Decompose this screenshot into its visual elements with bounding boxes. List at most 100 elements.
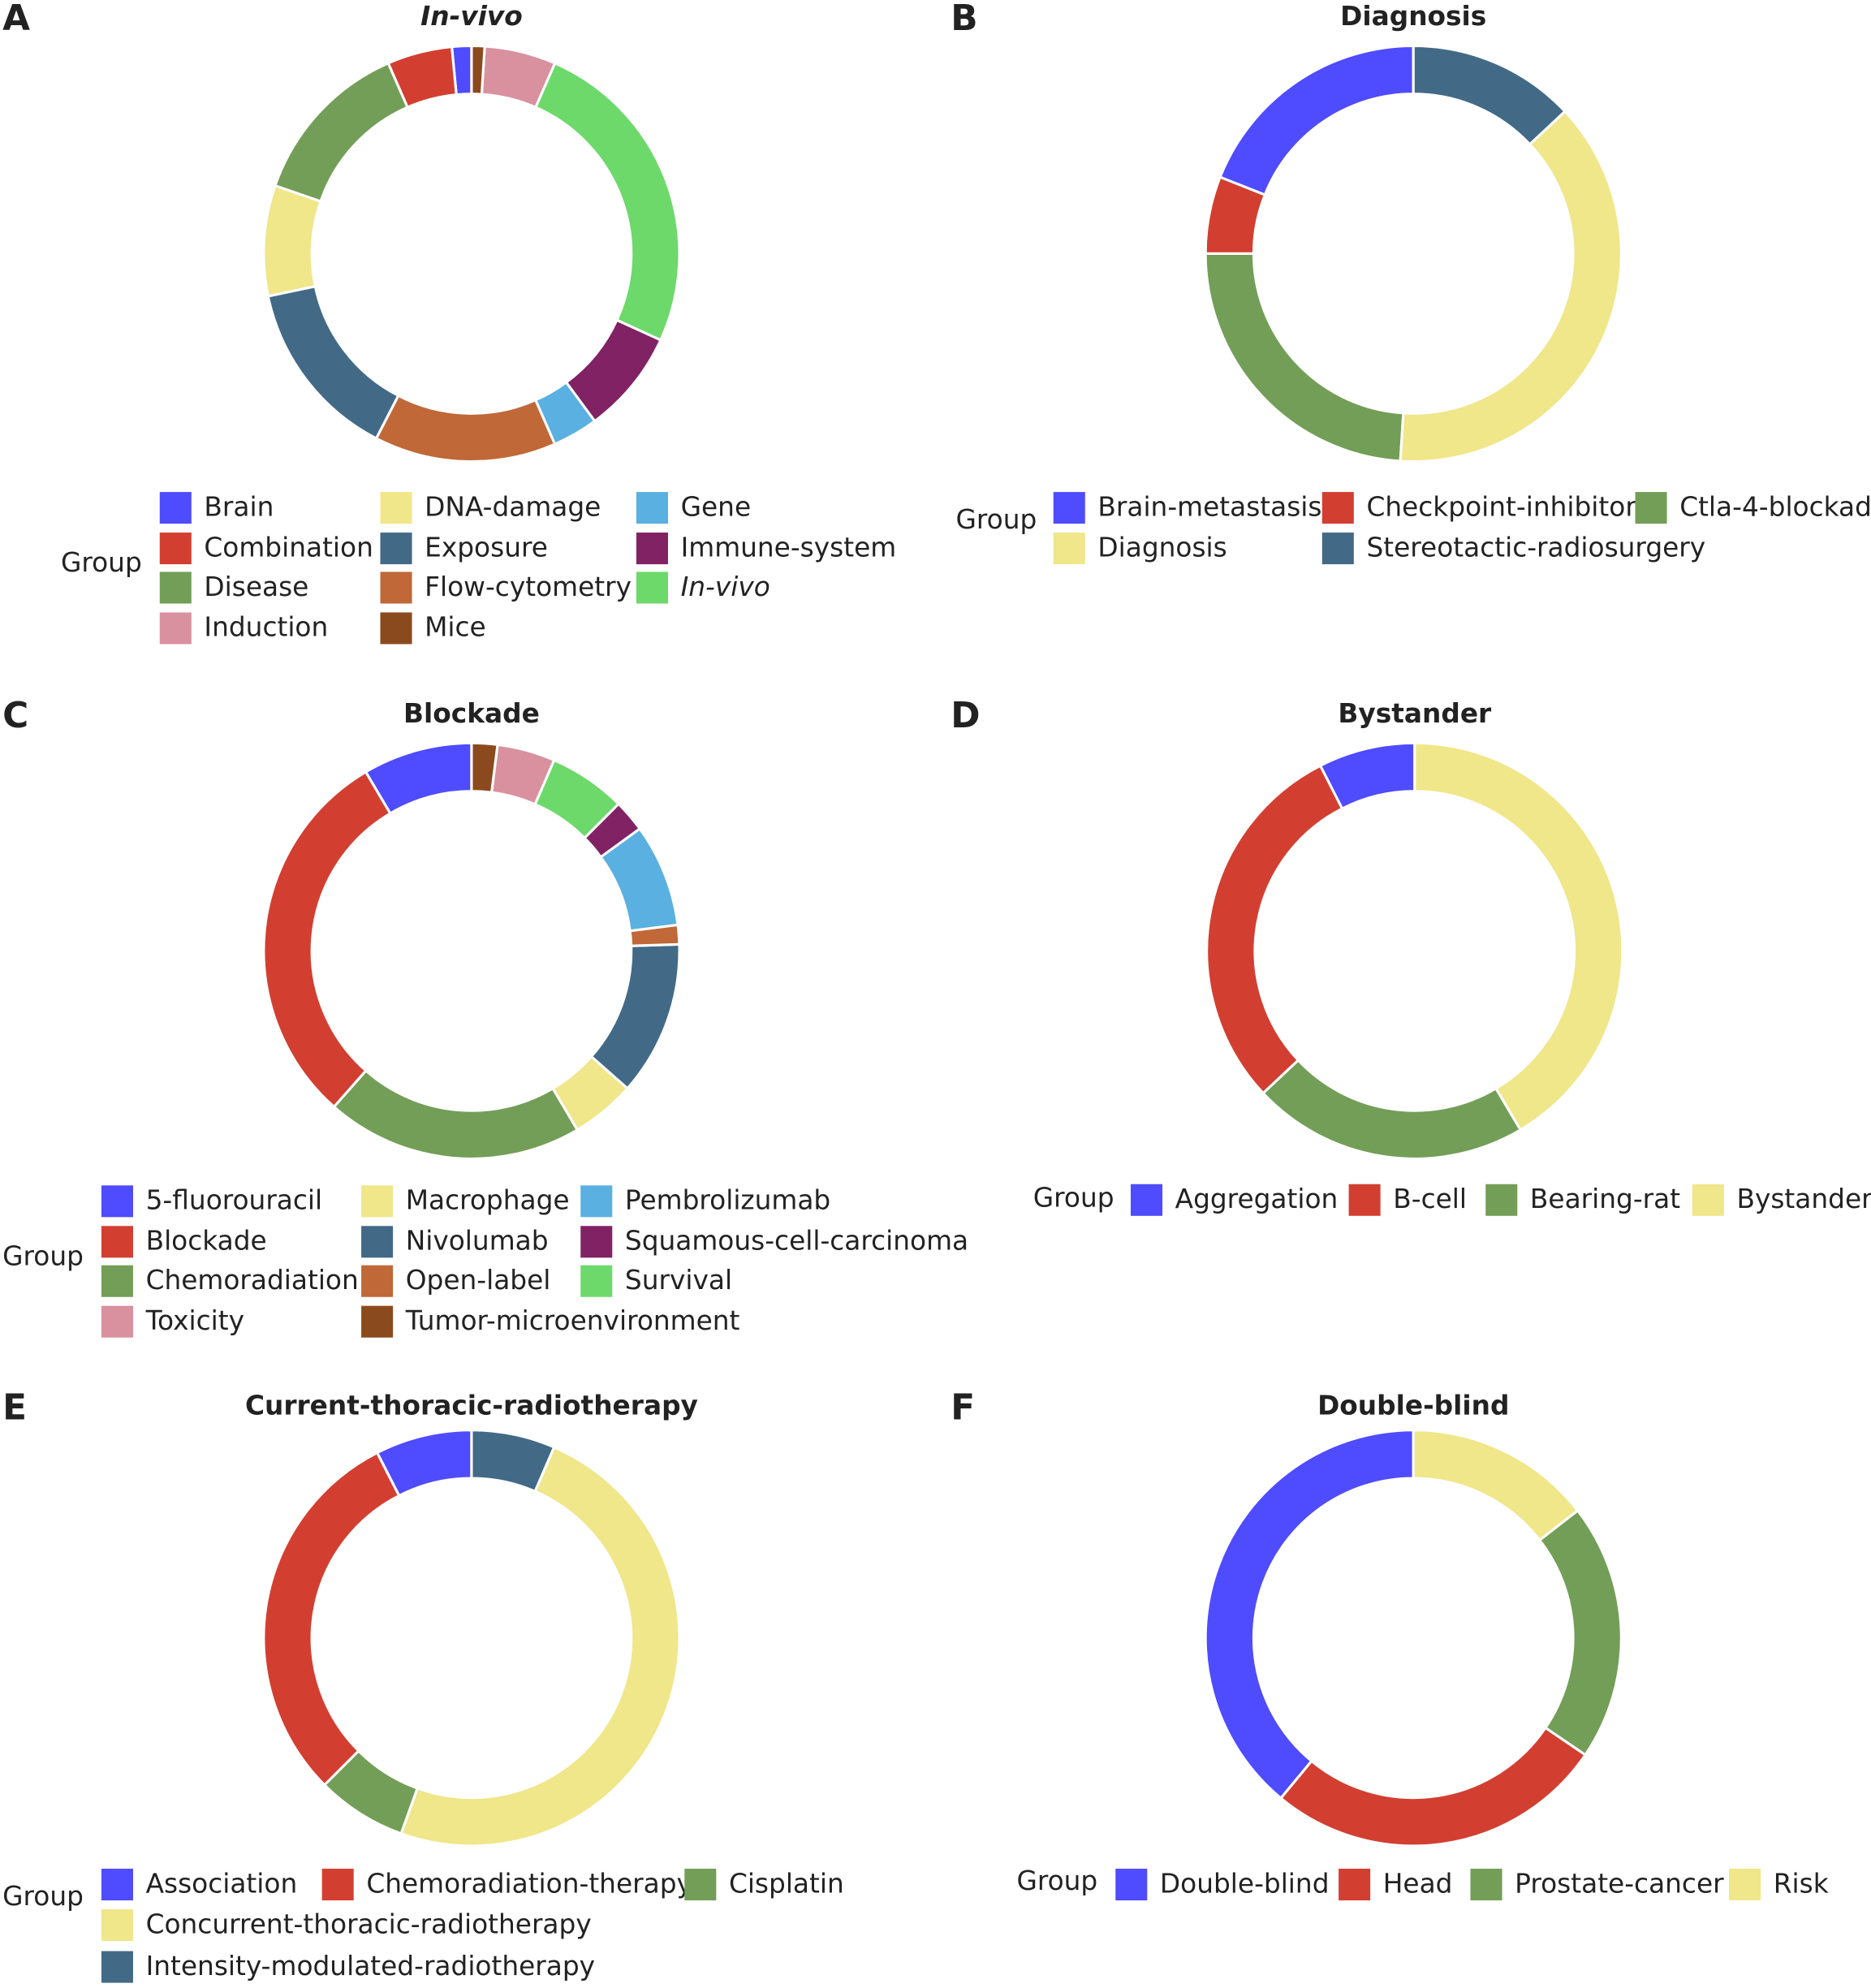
legend-swatch	[636, 492, 668, 524]
donut-slice	[1204, 252, 1405, 463]
donut-slice	[489, 743, 556, 806]
legend-swatch	[159, 612, 192, 645]
legend-label: Bearing-rat	[1530, 1184, 1680, 1214]
legend-swatch	[380, 533, 412, 565]
legend-swatch	[101, 1305, 133, 1338]
legend-label: Stereotactic-radiosurgery	[1366, 532, 1705, 563]
legend-title: Group	[1016, 1865, 1097, 1896]
legend-swatch	[580, 1226, 613, 1258]
legend-swatch	[380, 492, 412, 524]
legend-swatch	[361, 1226, 394, 1258]
legend-swatch	[636, 571, 668, 604]
legend-label: Gene	[681, 491, 752, 522]
donut-slice	[470, 741, 499, 794]
legend-label: Macrophage	[406, 1185, 570, 1216]
donut-slice	[1412, 44, 1567, 147]
legend-label: Prostate-cancer	[1515, 1868, 1724, 1899]
legend-title: Group	[2, 1240, 84, 1271]
chart-title: Double-blind	[1317, 1391, 1509, 1421]
donut-slice	[386, 45, 458, 110]
donut-slice	[589, 942, 681, 1090]
legend-swatch	[1339, 1869, 1371, 1901]
donut-slice	[480, 45, 557, 110]
donut-slice	[582, 802, 642, 859]
donut-slice	[533, 758, 621, 840]
legend-title: Group	[2, 1881, 84, 1912]
legend-label: Exposure	[425, 532, 548, 563]
legend-swatch	[684, 1869, 717, 1901]
legend-title: Group	[955, 504, 1037, 535]
legend-label: Double-blind	[1160, 1868, 1330, 1899]
legend-swatch	[159, 492, 192, 524]
legend-label: Diagnosis	[1097, 532, 1226, 563]
legend-label: Chemoradiation-therapy	[366, 1868, 692, 1899]
legend-label: Combination	[204, 532, 373, 563]
legend-swatch	[321, 1869, 354, 1901]
legend-title: Group	[61, 547, 142, 578]
legend-label: Disease	[204, 571, 308, 602]
legend-label: Squamous-cell-carcinoma	[625, 1226, 968, 1257]
legend-label: Induction	[204, 612, 328, 643]
chart-title: Current-thoracic-radiotherapy	[245, 1391, 698, 1421]
donut-slice	[262, 183, 322, 298]
chart-title: Blockade	[403, 698, 540, 729]
legend-label: Risk	[1774, 1868, 1829, 1899]
legend-label: Intensity-modulated-radiotherapy	[146, 1951, 595, 1982]
legend-label: Head	[1383, 1868, 1453, 1899]
legend-swatch	[101, 1951, 133, 1983]
legend-label: 5-fluorouracil	[146, 1185, 323, 1216]
donut-slice	[374, 394, 557, 464]
legend-swatch	[580, 1265, 613, 1297]
donut-slice	[273, 61, 410, 204]
legend-swatch	[1053, 533, 1085, 565]
legend-swatch	[101, 1869, 133, 1901]
donut-slice	[1412, 1429, 1580, 1542]
chart-title: Bystander	[1338, 698, 1492, 729]
donut-slice	[1399, 109, 1623, 464]
legend-swatch	[1321, 533, 1354, 565]
chart-title: Diagnosis	[1340, 1, 1486, 32]
legend-swatch	[159, 571, 192, 604]
legend-label: In-vivo	[681, 571, 770, 602]
donut-slice	[533, 380, 597, 446]
donut-slice	[564, 318, 662, 423]
panel-label: E	[2, 1387, 27, 1429]
legend-label: B-cell	[1393, 1184, 1467, 1214]
legend-swatch	[1692, 1184, 1724, 1216]
legend-label: Immune-system	[681, 532, 897, 563]
donut-slice	[470, 1429, 556, 1494]
legend-swatch	[1321, 492, 1354, 524]
legend-swatch	[1130, 1184, 1163, 1216]
panel-label: A	[2, 0, 30, 39]
donut-slice	[1413, 741, 1624, 1132]
legend-label: Association	[146, 1868, 298, 1899]
legend-swatch	[1115, 1869, 1148, 1901]
chart-title: In-vivo	[420, 1, 523, 32]
donut-slice	[598, 826, 679, 933]
legend-swatch	[361, 1305, 394, 1338]
legend-swatch	[1470, 1869, 1502, 1901]
donut-slice	[322, 1749, 420, 1835]
legend-swatch	[361, 1265, 394, 1297]
legend-label: Blockade	[146, 1226, 267, 1257]
legend-label: Survival	[625, 1265, 732, 1296]
panel-label: F	[951, 1387, 975, 1429]
donut-slice	[1204, 175, 1267, 256]
panel-label: C	[2, 695, 28, 736]
legend-label: Open-label	[406, 1265, 551, 1296]
legend-label: Ctla-4-blockade	[1679, 491, 1871, 522]
legend-swatch	[101, 1185, 133, 1218]
legend-swatch	[159, 533, 192, 565]
legend-swatch	[361, 1185, 394, 1218]
legend-label: Brain	[204, 491, 274, 522]
legend-label: Bystander	[1736, 1184, 1871, 1214]
legend-swatch	[636, 533, 668, 565]
legend-label: Mice	[425, 612, 486, 643]
legend-label: Chemoradiation	[146, 1265, 359, 1296]
legend-swatch	[380, 612, 412, 645]
donut-slice	[262, 1451, 401, 1787]
legend-title: Group	[1033, 1182, 1114, 1213]
donut-slice	[332, 1068, 580, 1161]
donut-slice	[1204, 1429, 1415, 1800]
